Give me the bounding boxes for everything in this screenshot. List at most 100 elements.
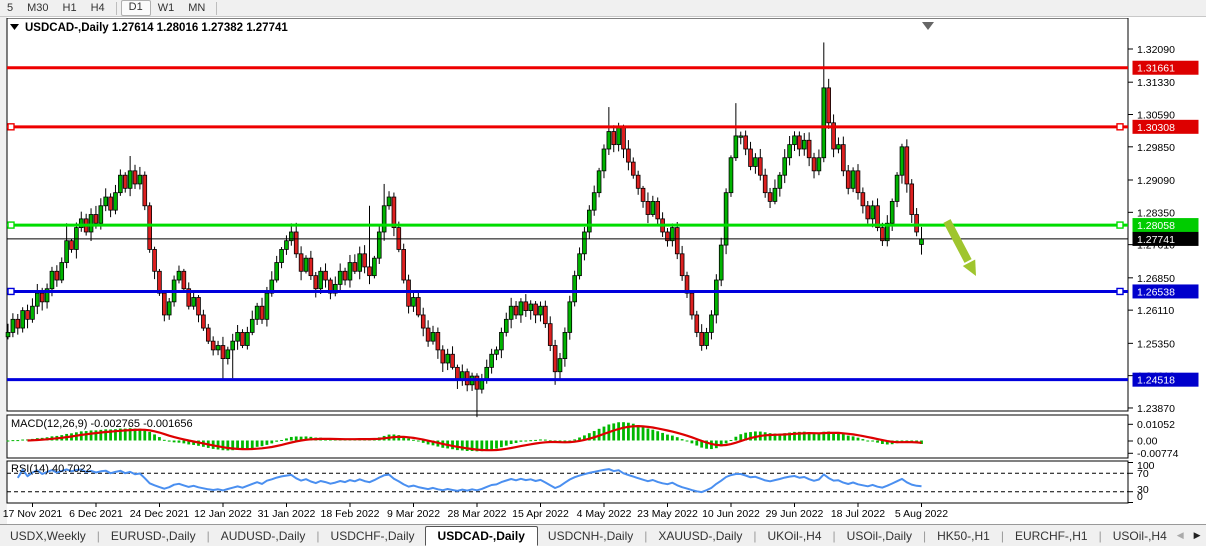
- candle: [733, 135, 739, 159]
- main-chart-panel[interactable]: [6, 18, 1129, 412]
- timeframe-button-5[interactable]: 5: [7, 1, 14, 14]
- candle: [714, 279, 719, 316]
- chart-tab-audusd-daily[interactable]: AUDUSD-,Daily: [220, 528, 306, 543]
- candle: [616, 126, 621, 146]
- macd-axis-label: 0.01052: [1137, 419, 1175, 431]
- chart-tab-eurusd-daily[interactable]: EURUSD-,Daily: [110, 528, 196, 543]
- candle: [416, 297, 421, 316]
- candle: [836, 144, 841, 150]
- candle: [689, 292, 695, 316]
- date-axis-label: 31 Jan 2022: [258, 508, 316, 520]
- sell-arrow-shaft[interactable]: [943, 219, 972, 263]
- candle: [816, 157, 822, 172]
- candle: [738, 135, 744, 138]
- chart-tab-usoil-daily[interactable]: USOil-,Daily: [846, 528, 912, 543]
- candle: [875, 205, 880, 229]
- chart-tab-usdchf-daily[interactable]: USDCHF-,Daily: [330, 528, 415, 543]
- chart-shift-marker-icon[interactable]: [922, 22, 934, 30]
- date-axis-label: 17 Nov 2021: [3, 508, 63, 520]
- chart-tab-xauusd-daily[interactable]: XAUUSD-,Daily: [658, 528, 743, 543]
- candle: [249, 318, 255, 333]
- candle: [352, 262, 358, 272]
- price-axis-label: 1.26110: [1137, 305, 1174, 317]
- chart-tab-usdx-weekly[interactable]: USDX,Weekly: [10, 528, 86, 543]
- candle: [440, 349, 446, 364]
- chart-tab-usdcnh-daily[interactable]: USDCNH-,Daily: [547, 528, 634, 543]
- chart-tab-ukoil-h4[interactable]: UKOil-,H4: [767, 528, 822, 543]
- hline-price-badge: 1.24518: [1137, 375, 1175, 387]
- candle: [157, 270, 162, 294]
- hline-anchor[interactable]: [7, 123, 15, 131]
- hline-anchor[interactable]: [1116, 123, 1124, 131]
- timeframe-button-w1[interactable]: W1: [157, 1, 175, 14]
- chart-tab-eurchf-h1[interactable]: EURCHF-,H1: [1014, 528, 1088, 543]
- candle: [372, 257, 377, 277]
- candle: [914, 214, 919, 233]
- candle: [880, 227, 885, 242]
- candle: [611, 131, 617, 146]
- chart-tab-usdcad-daily[interactable]: USDCAD-,Daily: [424, 525, 538, 546]
- candle: [704, 332, 709, 346]
- macd-panel[interactable]: [6, 414, 1129, 459]
- candle: [538, 305, 543, 316]
- candle: [577, 253, 582, 277]
- candle: [723, 192, 729, 246]
- candle: [332, 283, 338, 294]
- candle: [709, 314, 714, 333]
- candle: [328, 279, 333, 294]
- candle: [313, 275, 319, 290]
- price-axis-label: 1.31330: [1137, 77, 1175, 89]
- chart-tab-bar: USDX,Weekly | EURUSD-,Daily | AUDUSD-,Daily |…: [0, 524, 1206, 546]
- candle: [264, 292, 270, 320]
- hline-anchor[interactable]: [1116, 221, 1124, 229]
- timeframe-button-h1[interactable]: H1: [62, 1, 77, 14]
- timeframe-button-h4[interactable]: H4: [90, 1, 105, 14]
- timeframe-button-m30[interactable]: M30: [27, 1, 49, 14]
- candle: [342, 270, 348, 281]
- price-axis-label: 1.26850: [1137, 273, 1175, 285]
- candle: [254, 305, 260, 320]
- hline-anchor[interactable]: [7, 221, 15, 229]
- candle: [601, 148, 607, 172]
- candle: [748, 148, 753, 167]
- rsi-axis-label: 0: [1137, 491, 1143, 503]
- candle: [210, 340, 216, 351]
- candle: [108, 196, 113, 211]
- candle: [782, 157, 788, 176]
- timeframe-button-d1[interactable]: D1: [120, 0, 151, 16]
- candle: [518, 301, 524, 316]
- rsi-label: RSI(14) 40.7022: [11, 463, 92, 475]
- candle: [855, 170, 861, 194]
- date-axis-label: 4 May 2022: [577, 508, 632, 520]
- rsi-axis-label: 70: [1137, 468, 1149, 480]
- hline-price-badge: 1.31661: [1137, 63, 1175, 75]
- chart-canvas[interactable]: 1.32090 1.31330 1.30590 1.29850 1.29090 1.283…: [0, 18, 1206, 524]
- price-axis-label: 1.25350: [1137, 338, 1175, 350]
- tab-separator: |: [644, 528, 648, 543]
- candle: [499, 332, 504, 351]
- rsi-axis-label: 100: [1137, 460, 1155, 472]
- chart-title: USDCAD-,Daily 1.27614 1.28016 1.27382 1.…: [25, 22, 288, 34]
- candle: [572, 275, 577, 303]
- candle: [582, 231, 587, 255]
- timeframe-button-mn[interactable]: MN: [188, 1, 206, 14]
- candle: [757, 157, 763, 176]
- sell-arrow-head-icon[interactable]: [962, 259, 976, 276]
- candle: [376, 231, 382, 259]
- candle: [562, 332, 568, 360]
- candle: [235, 332, 240, 342]
- candle: [113, 192, 118, 211]
- chart-tab-hk50-h1[interactable]: HK50-,H1: [937, 528, 990, 543]
- tabs-scroll-left-icon[interactable]: ◀: [1176, 530, 1184, 540]
- tabs-scroll-right-icon[interactable]: ▶: [1193, 530, 1201, 540]
- candle: [93, 214, 99, 224]
- candle: [230, 340, 236, 351]
- chart-tab-usoil-h4[interactable]: USOil-,H4: [1112, 528, 1167, 543]
- candle: [44, 288, 50, 303]
- date-axis-label: 18 Jul 2022: [831, 508, 885, 520]
- hline-anchor[interactable]: [7, 287, 15, 296]
- candle: [127, 170, 133, 189]
- hline-anchor[interactable]: [1116, 287, 1124, 296]
- title-collapse-icon[interactable]: [10, 24, 19, 30]
- candle: [767, 192, 773, 202]
